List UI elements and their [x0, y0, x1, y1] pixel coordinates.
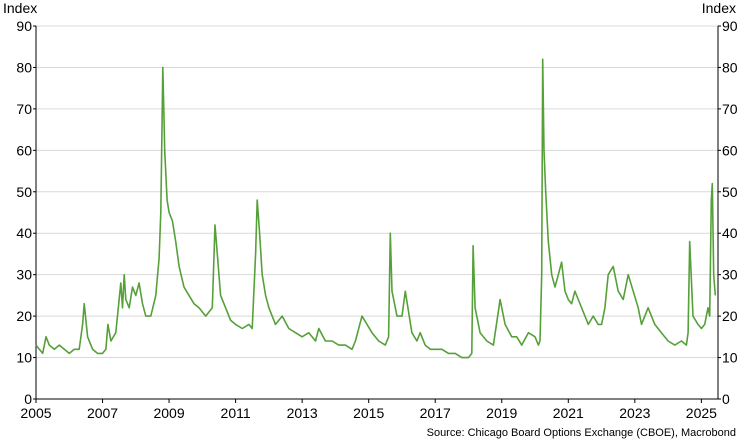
y-tick-label-left: 20 — [16, 308, 32, 324]
y-tick-label-right: 50 — [722, 184, 738, 200]
axes — [33, 25, 721, 403]
y-tick-label-left: 0 — [24, 391, 32, 407]
y-tick-label-left: 60 — [16, 142, 32, 158]
y-tick-label-left: 90 — [16, 18, 32, 34]
x-tick-label: 2005 — [20, 405, 51, 421]
y-tick-label-right: 90 — [722, 18, 738, 34]
y-axis-left-ticks: 0 10 20 30 40 50 60 70 80 90 — [16, 18, 32, 407]
y-tick-label-left: 70 — [16, 101, 32, 117]
x-tick-label: 2007 — [87, 405, 118, 421]
x-axis-ticks: 2005 2007 2009 2011 2013 2015 2017 2019 2021 2023… — [20, 405, 717, 421]
y-tick-label-right: 40 — [722, 225, 738, 241]
x-tick-label: 2013 — [287, 405, 318, 421]
x-tick-label: 2023 — [619, 405, 650, 421]
y-tick-label-right: 10 — [722, 350, 738, 366]
x-tick-label: 2021 — [553, 405, 584, 421]
y-tick-label-left: 30 — [16, 267, 32, 283]
x-tick-label: 2025 — [686, 405, 717, 421]
y-tick-label-left: 80 — [16, 59, 32, 75]
series-group — [35, 58, 717, 359]
source-note: Source: Chicago Board Options Exchange (… — [426, 427, 736, 439]
x-tick-label: 2017 — [420, 405, 451, 421]
series-line — [35, 58, 717, 359]
y-tick-label-right: 20 — [722, 308, 738, 324]
x-tick-label: 2015 — [353, 405, 384, 421]
y-tick-label-right: 30 — [722, 267, 738, 283]
x-tick-label: 2011 — [221, 405, 251, 421]
y-tick-label-left: 50 — [16, 184, 32, 200]
y-axis-right-label: Index — [701, 0, 736, 16]
y-tick-label-right: 0 — [722, 391, 730, 407]
y-tick-label-left: 40 — [16, 225, 32, 241]
y-tick-label-right: 60 — [722, 142, 738, 158]
y-axis-left-label: Index — [3, 0, 38, 16]
y-tick-label-right: 70 — [722, 101, 738, 117]
x-tick-label: 2009 — [153, 405, 184, 421]
gridlines — [36, 25, 718, 359]
y-tick-label-right: 80 — [722, 59, 738, 75]
y-axis-right-ticks: 0 10 20 30 40 50 60 70 80 90 — [722, 18, 738, 407]
x-tick-label: 2019 — [486, 405, 517, 421]
y-tick-label-left: 10 — [16, 350, 32, 366]
